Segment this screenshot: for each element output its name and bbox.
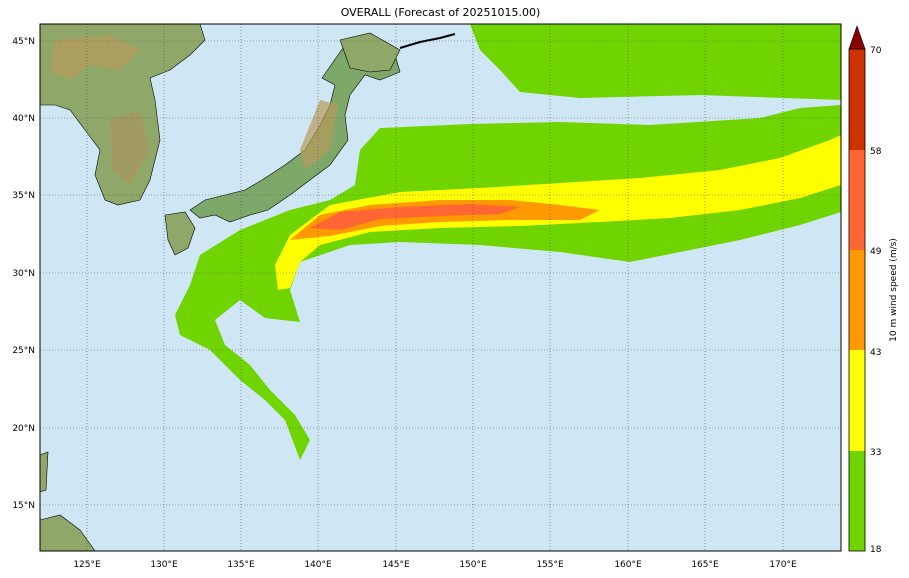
- lat-tick: 40°N: [12, 114, 35, 124]
- colorbar-tick: 49: [870, 247, 882, 257]
- land-kyushu: [164, 211, 196, 256]
- ocean-background: [40, 24, 841, 551]
- wind-field: [175, 24, 841, 460]
- land-hokkaido: [339, 32, 401, 73]
- lon-tick: 140°E: [304, 560, 332, 570]
- colorbar-tick: 18: [870, 545, 882, 555]
- lat-tick: 25°N: [12, 346, 35, 356]
- lon-tick: 170°E: [769, 560, 797, 570]
- wind-green-region: [175, 24, 841, 460]
- lon-tick: 160°E: [614, 560, 642, 570]
- colorbar-segment: [849, 451, 865, 551]
- lon-tick: 150°E: [459, 560, 487, 570]
- colorbar-tick: 58: [870, 147, 882, 157]
- lon-tick: 165°E: [691, 560, 719, 570]
- wind-red-core: [310, 204, 520, 230]
- lon-tick-labels: 125°E 130°E 135°E 140°E 145°E 150°E 155°…: [73, 560, 797, 570]
- lat-tick: 15°N: [12, 501, 35, 511]
- graticule: [40, 24, 841, 551]
- colorbar-label: 10 m wind speed (m/s): [889, 238, 899, 342]
- map-title: OVERALL (Forecast of 20251015.00): [340, 6, 541, 19]
- colorbar: 70 58 49 43 33 18 10 m wind speed (m/s): [848, 25, 899, 555]
- map-frame: [39, 23, 842, 552]
- colorbar-tick: 33: [870, 448, 881, 458]
- lon-tick: 130°E: [150, 560, 178, 570]
- lat-tick: 45°N: [12, 37, 35, 47]
- lat-tick: 30°N: [12, 269, 35, 279]
- lat-tick-labels: 15°N 20°N 25°N 30°N 35°N 40°N 45°N: [12, 37, 35, 511]
- lon-tick: 145°E: [382, 560, 410, 570]
- colorbar-segment: [849, 150, 865, 250]
- colorbar-tick: 70: [870, 46, 882, 56]
- colorbar-segment: [849, 350, 865, 451]
- lon-tick: 135°E: [227, 560, 255, 570]
- colorbar-extend-arrow: [848, 25, 866, 50]
- colorbar-segment: [849, 250, 865, 350]
- lon-tick: 155°E: [536, 560, 564, 570]
- lat-tick: 35°N: [12, 191, 35, 201]
- colorbar-tick: 43: [870, 348, 881, 358]
- colorbar-segment: [849, 49, 865, 150]
- lon-tick: 125°E: [73, 560, 101, 570]
- lat-tick: 20°N: [12, 424, 35, 434]
